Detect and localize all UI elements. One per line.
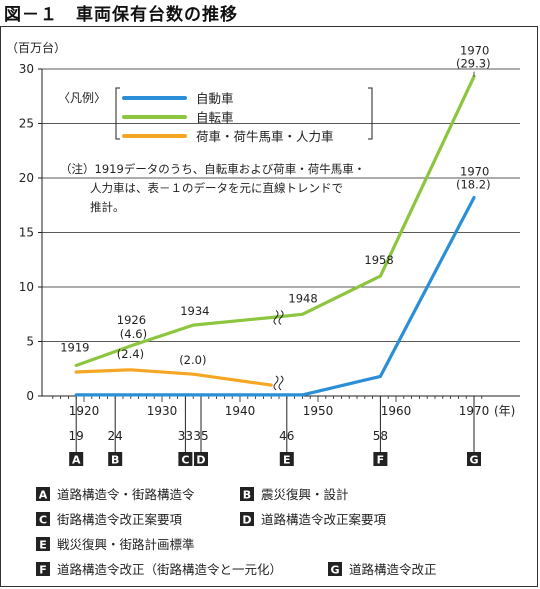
data-annotation: (2.4) — [117, 347, 144, 361]
event-box — [108, 452, 123, 466]
data-annotation: 1970 — [460, 165, 489, 179]
event-letter: G — [469, 454, 478, 467]
legend-event-letter: B — [243, 489, 251, 502]
y-tick-label: 10 — [19, 280, 34, 294]
data-annotation: 1934 — [180, 304, 209, 318]
note-line: 推計。 — [90, 200, 125, 214]
legend-bracket-left — [115, 87, 120, 140]
axis-break-mark — [273, 375, 279, 391]
data-annotation: 1958 — [364, 253, 393, 267]
event-box — [69, 452, 84, 466]
legend-event-box — [240, 512, 254, 526]
figure-frame — [0, 26, 538, 587]
axis-break-mark — [278, 375, 284, 391]
legend-event-text: 街路構造令改正案要項 — [57, 512, 183, 527]
legend-event-text: 道路構造令改正 — [349, 562, 437, 577]
data-annotation: 1919 — [60, 340, 89, 354]
legend-event-text: 震災復興・設計 — [261, 487, 349, 502]
event-box — [279, 452, 294, 466]
legend-label: 荷車・荷牛馬車・人力車 — [196, 129, 334, 144]
legend-event-letter: G — [330, 564, 339, 577]
series-line-2 — [74, 368, 273, 387]
legend-event-letter: A — [39, 489, 48, 502]
data-annotation: 1926 — [117, 313, 146, 327]
event-letter: B — [111, 454, 119, 467]
event-letter: E — [283, 454, 291, 467]
x-tick-label: 1920 — [69, 404, 100, 418]
x-tick-label: 1960 — [381, 404, 412, 418]
x-tick-label: 1950 — [303, 404, 334, 418]
event-year-label: 24 — [108, 429, 123, 443]
legend-event-text: 道路構造令改正（街路構造令と一元化） — [57, 562, 282, 577]
data-annotation: (4.6) — [120, 327, 147, 341]
legend-heading: 〈凡例〉 — [58, 91, 106, 105]
legend-event-box — [328, 562, 342, 576]
axis-break-mark — [278, 310, 284, 325]
legend-bracket-right — [368, 87, 373, 140]
legend-event-box — [36, 487, 50, 501]
y-tick-label: 5 — [26, 335, 34, 349]
event-box — [467, 452, 481, 466]
axis-break-mark — [273, 310, 279, 325]
legend-event-letter: E — [39, 539, 47, 552]
series-line-1 — [74, 75, 476, 368]
event-box — [178, 452, 193, 466]
y-tick-label: 25 — [19, 117, 34, 131]
event-year-label: 35 — [193, 429, 208, 443]
note-line: 人力車は、表－１のデータを元に直線トレンドで — [90, 181, 343, 195]
event-letter: D — [196, 454, 205, 467]
legend-event-letter: D — [242, 514, 251, 527]
event-year-label: 46 — [279, 429, 294, 443]
event-year-label: 33 — [178, 429, 193, 443]
event-letter: C — [181, 454, 189, 467]
event-letter: A — [72, 454, 81, 467]
data-annotation: 1970 — [460, 44, 489, 58]
legend-label: 自動車 — [196, 91, 234, 106]
legend-event-text: 戦災復興・街路計画標準 — [57, 537, 195, 552]
legend-event-box — [36, 562, 50, 576]
data-annotation: (29.3) — [456, 57, 491, 71]
event-box — [194, 452, 208, 466]
event-year-label: 58 — [373, 429, 388, 443]
y-unit-label: （百万台） — [6, 40, 66, 55]
event-year-label: 19 — [69, 429, 84, 443]
legend-event-box — [36, 512, 50, 526]
figure-title: 図－１ 車両保有台数の推移 — [4, 5, 238, 25]
data-annotation: (18.2) — [456, 178, 491, 192]
note-line: （注）1919データのうち、自転車および荷車・荷牛馬車・ — [60, 162, 365, 176]
x-tick-label: 1940 — [225, 404, 256, 418]
legend-label: 自転車 — [196, 110, 234, 125]
legend-event-box — [36, 537, 50, 551]
series-line-0 — [74, 196, 476, 397]
y-tick-label: 15 — [19, 226, 34, 240]
y-tick-label: 20 — [19, 171, 34, 185]
legend-event-letter: F — [39, 564, 47, 577]
legend-event-letter: C — [39, 514, 47, 527]
event-box — [373, 452, 388, 466]
legend-event-box — [240, 487, 254, 501]
legend-event-text: 道路構造令・街路構造令 — [57, 487, 195, 502]
y-tick-label: 0 — [26, 389, 34, 403]
event-letter: F — [377, 454, 385, 467]
x-unit-label: (年) — [494, 404, 515, 418]
x-tick-label: 1930 — [147, 404, 178, 418]
data-annotation: 1948 — [288, 291, 317, 305]
legend-event-text: 道路構造令改正案要項 — [261, 512, 387, 527]
y-tick-label: 30 — [19, 62, 34, 76]
data-annotation: (2.0) — [179, 353, 206, 367]
